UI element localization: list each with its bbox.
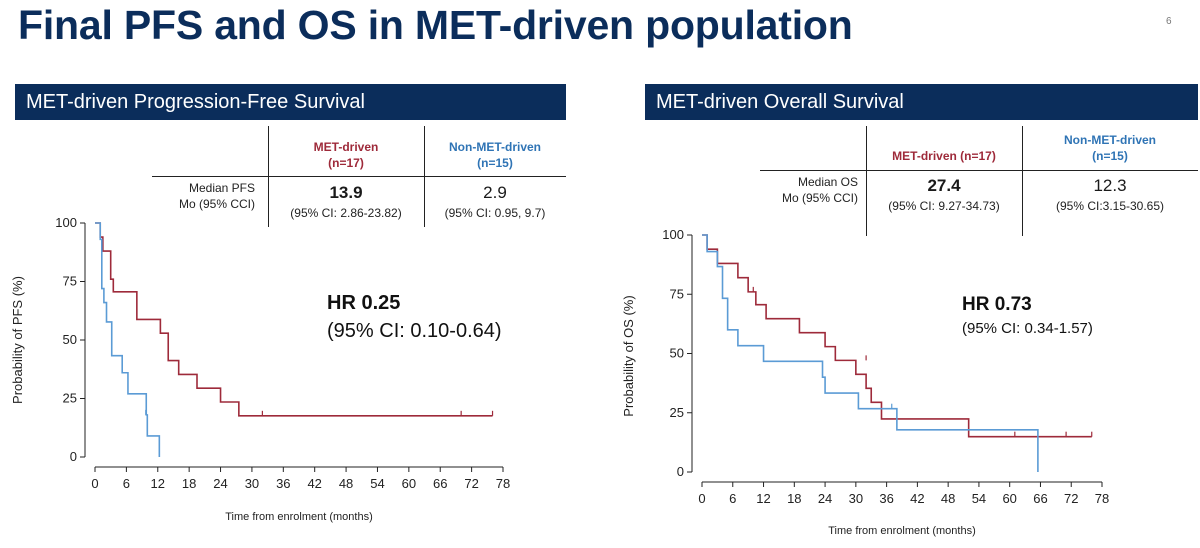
- pfs-x-tick-label: 72: [464, 476, 478, 491]
- os-x-tick-label: 30: [849, 491, 863, 506]
- pfs-x-tick-label: 66: [433, 476, 447, 491]
- pfs-section-banner: MET-driven Progression-Free Survival: [15, 84, 566, 120]
- os-row-label-line2: Mo (95% CCI): [781, 191, 858, 205]
- os-x-tick-label: 12: [756, 491, 770, 506]
- pfs-x-tick-label: 54: [370, 476, 384, 491]
- os-non-met-ci: (95% CI:3.15-30.65): [1055, 199, 1165, 213]
- page-title: Final PFS and OS in MET-driven populatio…: [18, 2, 853, 48]
- os-non_met-curve: [702, 234, 1039, 472]
- os-x-tick-label: 66: [1033, 491, 1047, 506]
- os-x-tick-label: 72: [1064, 491, 1078, 506]
- os-non-met-header-line2: (n=15): [1092, 149, 1128, 163]
- pfs-hazard-ratio: HR 0.25: [327, 292, 401, 314]
- pfs-met-header: MET-driven (n=17): [268, 139, 424, 171]
- pfs-x-tick-label: 12: [151, 476, 165, 491]
- pfs-y-tick-label: 75: [63, 274, 77, 289]
- os-y-tick-label: 100: [662, 227, 684, 242]
- os-non-met-header-line1: Non-MET-driven: [1064, 133, 1156, 147]
- pfs-x-tick-label: 48: [339, 476, 353, 491]
- pfs-y-tick-label: 100: [55, 215, 77, 230]
- pfs-y-tick-label: 50: [63, 332, 77, 347]
- pfs-y-axis-label: Probability of PFS (%): [10, 276, 25, 404]
- pfs-x-tick-label: 36: [276, 476, 290, 491]
- os-y-tick-label: 75: [670, 286, 684, 301]
- os-x-tick-label: 78: [1095, 491, 1109, 506]
- pfs-non-met-ci: (95% CI: 0.95, 9.7): [444, 206, 546, 220]
- pfs-met-header-line1: MET-driven: [313, 140, 379, 154]
- pfs-x-tick-label: 6: [123, 476, 130, 491]
- os-non-met-header: Non-MET-driven (n=15): [1022, 132, 1198, 164]
- os-y-tick-label: 25: [670, 405, 684, 420]
- pfs-x-axis-label: Time from enrolment (months): [225, 511, 373, 523]
- pfs-non-met-header-line2: (n=15): [477, 156, 513, 170]
- os-x-tick-label: 54: [972, 491, 986, 506]
- os-x-tick-label: 18: [787, 491, 801, 506]
- os-x-tick-label: 36: [879, 491, 893, 506]
- pfs-x-tick-label: 18: [182, 476, 196, 491]
- pfs-met-header-line2: (n=17): [328, 156, 364, 170]
- pfs-x-tick-label: 42: [307, 476, 321, 491]
- pfs-non-met-median: 2.9: [483, 183, 507, 202]
- os-x-tick-label: 60: [1002, 491, 1016, 506]
- pfs-non-met-header: Non-MET-driven (n=15): [424, 139, 566, 171]
- os-x-tick-label: 42: [910, 491, 924, 506]
- os-x-tick-label: 48: [941, 491, 955, 506]
- os-y-axis-label: Probability of OS (%): [621, 295, 636, 416]
- pfs-non_met-curve: [95, 222, 161, 457]
- os-row-label-line1: Median OS: [797, 175, 858, 189]
- os-row-label: Median OS Mo (95% CCI): [752, 174, 858, 206]
- pfs-non-met-header-line1: Non-MET-driven: [449, 140, 541, 154]
- os-x-tick-label: 6: [729, 491, 736, 506]
- table-divider: [760, 170, 1198, 171]
- pfs-met-median: 13.9: [329, 183, 363, 202]
- os-non-met-median: 12.3: [1093, 176, 1127, 195]
- os-met-ci: (95% CI: 9.27-34.73): [888, 199, 1000, 213]
- pfs-hazard-ratio-ci: (95% CI: 0.10-0.64): [327, 320, 502, 342]
- pfs-x-tick-label: 0: [91, 476, 98, 491]
- os-met-median: 27.4: [927, 176, 961, 195]
- os-x-axis-label: Time from enrolment (months): [828, 525, 976, 537]
- os-met-header: MET-driven (n=17): [892, 149, 996, 163]
- pfs-y-tick-label: 0: [70, 449, 77, 464]
- pfs-x-tick-label: 78: [496, 476, 510, 491]
- os-x-tick-label: 24: [818, 491, 832, 506]
- os-x-tick-label: 0: [698, 491, 705, 506]
- pfs-met-ci: (95% CI: 2.86-23.82): [290, 206, 402, 220]
- pfs-row-label-line1: Median PFS: [188, 181, 255, 195]
- os-y-tick-label: 50: [670, 346, 684, 361]
- pfs-y-tick-label: 25: [63, 391, 77, 406]
- table-divider: [424, 126, 425, 227]
- os-y-tick-label: 0: [677, 464, 684, 479]
- os-hazard-ratio: HR 0.73: [962, 294, 1032, 315]
- table-divider: [268, 126, 269, 227]
- os-section-banner: MET-driven Overall Survival: [645, 84, 1198, 120]
- table-divider: [866, 126, 867, 236]
- table-divider: [152, 176, 566, 177]
- pfs-row-label-line2: Mo (95% CCI): [178, 197, 255, 211]
- pfs-row-label: Median PFS Mo (95% CCI): [150, 180, 255, 212]
- table-divider: [1022, 126, 1023, 236]
- os-met-curve: [702, 234, 1092, 438]
- pfs-x-tick-label: 24: [213, 476, 227, 491]
- pfs-met-curve: [95, 222, 493, 417]
- os-hazard-ratio-ci: (95% CI: 0.34-1.57): [962, 320, 1093, 337]
- pfs-x-tick-label: 30: [245, 476, 259, 491]
- pfs-x-tick-label: 60: [402, 476, 416, 491]
- page-number: 6: [1166, 16, 1172, 27]
